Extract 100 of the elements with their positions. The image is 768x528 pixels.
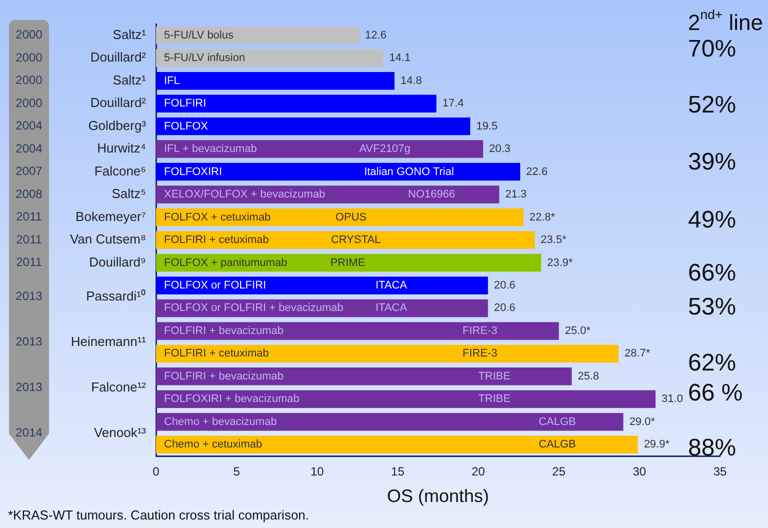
annotation: PRIME [330,256,366,269]
y-tick-label: FOLFOXIRI + bevacizumab [164,393,300,406]
text: Goldberg³ [88,118,147,133]
y-tick-label: 5-FU/LV bolus [164,29,234,42]
annotation: 66% [688,260,736,287]
y-tick-label: IFL + bevacizumab [164,143,257,156]
annotation: FIRE-3 [462,348,498,360]
y-tick-label: FOLFOX or FOLFIRI [164,280,266,292]
data-label: 20.3 [489,143,511,156]
text: 2004 [16,118,43,133]
text: Saltz⁵ [112,186,146,202]
x-tick-label: 20 [472,464,486,479]
annotation: ITACA [375,280,408,292]
data-label: 22.8* [529,211,556,224]
data-label: 29.0* [629,416,656,428]
data-label: 14.1 [389,52,411,64]
data-label: 21.3 [505,188,527,201]
annotation: 66 % [688,380,743,407]
text: Heinemann¹¹ [70,334,147,349]
text: 2011 [16,210,42,224]
text: 2011 [16,255,42,270]
text: 2011 [16,232,42,246]
text: 2013 [16,380,43,394]
x-axis-title: OS (months) [386,486,490,506]
annotation: CALGB [538,416,576,428]
data-label: 25.0* [564,324,592,337]
data-label: 22.6 [526,166,548,178]
annotation: CALGB [538,438,576,451]
text: 2000 [16,28,43,42]
x-tick-label: 30 [632,464,646,479]
data-label: 20.6 [494,302,516,314]
x-tick-label: 25 [552,464,566,479]
annotation: TRIBE [478,393,511,406]
text: 2000 [16,50,43,64]
text: Falcone¹² [91,379,147,394]
x-tick-label: 5 [233,464,240,479]
data-label: 31.0 [662,393,683,406]
annotation: TRIBE [478,370,511,382]
x-tick-label: 15 [391,464,405,479]
annotation: Italian GONO Trial [364,166,454,178]
annotation: FIRE-3 [462,324,498,337]
y-tick-label: FOLFIRI [164,98,206,110]
text: 2013 [16,289,43,304]
text: Hurwitz⁴ [97,140,146,156]
y-tick-label: Chemo + cetuximab [164,438,262,451]
data-label: 25.8 [578,370,600,382]
text: 2007 [16,164,43,178]
x-tick-label: 10 [310,464,324,479]
text: 2000 [16,96,43,110]
text: 2004 [16,141,43,156]
data-label: 14.8 [400,74,422,87]
x-tick-label: 35 [713,464,727,479]
annotation: 88% [688,434,736,462]
data-label: 17.4 [442,98,464,110]
y-tick-label: Chemo + bevacizumab [164,416,277,428]
annotation: 52% [688,92,736,119]
text: Passardi¹⁰ [86,288,146,304]
y-tick-label: 5-FU/LV infusion [164,52,246,64]
x-tick-label: 0 [152,464,160,479]
y-tick-label: FOLFOX + cetuximab [164,211,271,224]
text: Bokemeyer⁷ [76,208,146,224]
data-label: 28.7* [624,348,651,360]
annotation: OPUS [335,211,367,224]
y-tick-label: FOLFIRI + bevacizumab [164,370,284,382]
annotation: 70% [688,36,736,63]
y-tick-label: FOLFOXIRI [164,166,222,178]
y-tick-label: XELOX/FOLFOX + bevacizumab [164,188,326,201]
text: Falcone⁶ [94,163,146,178]
annotation: 62% [688,350,736,377]
annotation: ITACA [375,302,408,314]
data-label: 29.9* [644,438,670,451]
y-tick-label: FOLFIRI + bevacizumab [164,324,284,337]
y-tick-label: FOLFIRI + cetuximab [164,348,269,360]
data-label: 19.5 [476,120,498,132]
y-tick-label: FOLFIRI + cetuximab [164,234,269,246]
text: Saltz¹ [112,72,147,88]
text: 2000 [16,73,43,88]
annotation: NO16966 [408,188,456,201]
y-tick-label: FOLFOX or FOLFIRI + bevacizumab [164,302,344,314]
annotation: CRYSTAL [330,234,381,246]
y-tick-label: IFL [164,74,180,87]
text: Douillard⁹ [89,254,146,270]
annotation: 49% [688,206,736,234]
annotation: 39% [688,148,736,176]
text: Douillard² [90,50,147,65]
text: Van Cutsem⁸ [70,232,146,247]
annotation: 53% [688,294,736,321]
data-label: 23.9* [547,256,574,269]
text: Douillard² [90,95,147,110]
data-label: 23.5* [540,234,568,246]
text: 2008 [16,186,43,201]
y-tick-label: FOLFOX + panitumumab [164,256,288,269]
y-tick-label: FOLFOX [164,120,209,132]
data-label: 12.6 [365,29,386,42]
text: *KRAS-WT tumours. Caution cross trial comparison. [8,508,310,523]
data-label: 20.6 [494,280,516,292]
text: Venook¹³ [94,424,147,440]
text: 2014 [16,426,43,440]
text: Saltz¹ [112,26,147,42]
annotation: AVF2107g [359,143,410,156]
